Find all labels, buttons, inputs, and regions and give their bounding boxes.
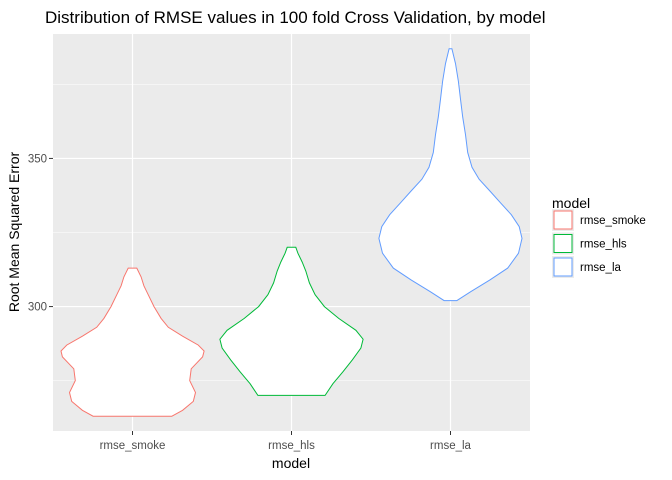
x-tick-label: rmse_la [430, 440, 472, 452]
x-tick-label: rmse_smoke [100, 440, 166, 452]
legend-label: rmse_hls [580, 239, 627, 251]
legend-key-rmse_la [553, 257, 573, 277]
legend: model rmse_smoke rmse_hls rmse_la [552, 195, 646, 278]
legend-title: model [552, 195, 590, 211]
violin-rmse_smoke [60, 267, 205, 417]
violin-rmse_hls [219, 246, 364, 396]
x-axis: rmse_smoke rmse_hls rmse_la [100, 431, 472, 452]
violin-rmse_la [378, 48, 523, 302]
y-axis-title: Root Mean Squared Error [6, 152, 22, 313]
legend-label: rmse_la [580, 262, 622, 274]
x-tick-label: rmse_hls [268, 440, 315, 452]
chart-title: Distribution of RMSE values in 100 fold … [45, 8, 545, 27]
y-tick-label: 300 [28, 302, 47, 314]
legend-key-rmse_hls [553, 234, 573, 253]
legend-label: rmse_smoke [580, 215, 646, 227]
x-axis-title: model [272, 455, 310, 471]
y-axis: 300 350 [28, 153, 53, 314]
violins [60, 48, 523, 417]
y-tick-label: 350 [28, 153, 47, 165]
legend-key-rmse_smoke [553, 210, 573, 230]
